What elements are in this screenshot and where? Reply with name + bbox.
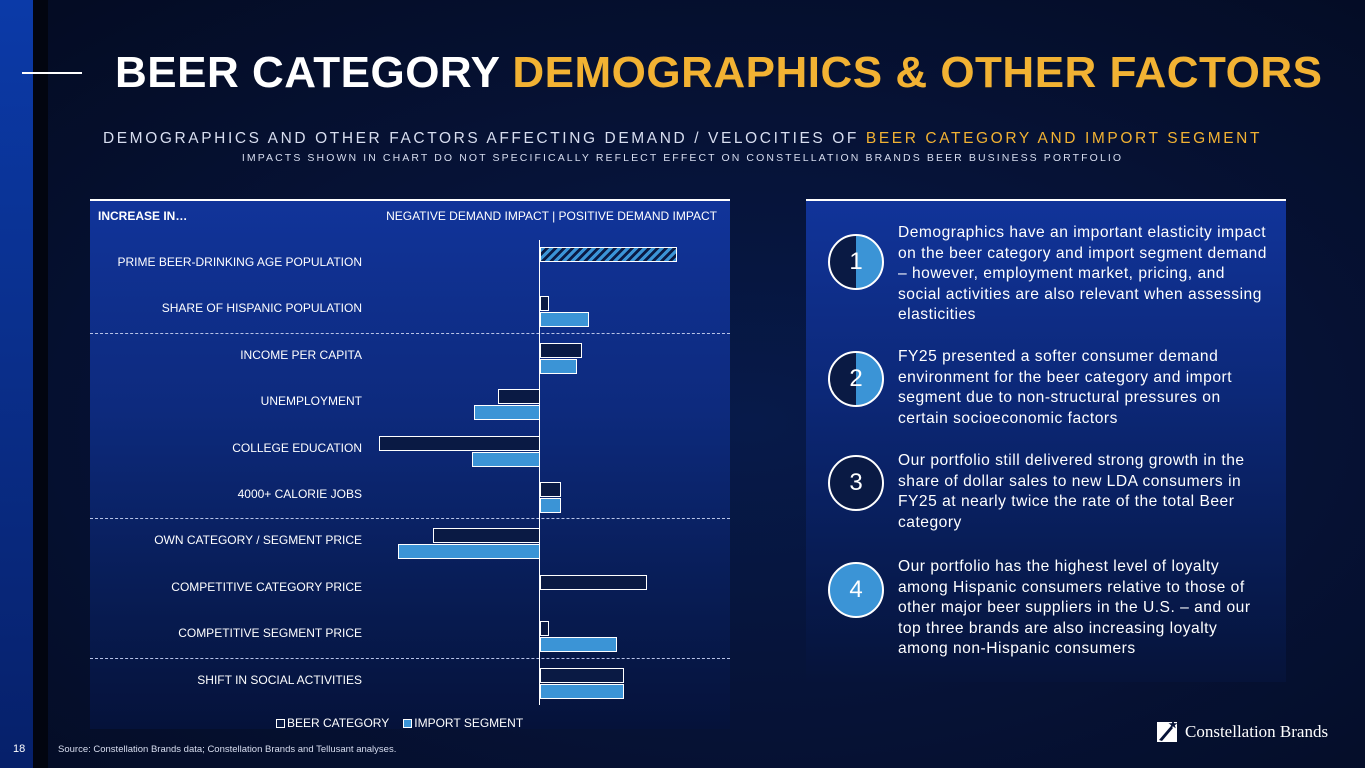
import-segment-bar bbox=[540, 312, 589, 328]
left-dark-strip bbox=[33, 0, 48, 768]
subtitle-secondary: IMPACTS SHOWN IN CHART DO NOT SPECIFICAL… bbox=[241, 152, 1124, 164]
point-number-badge: 4 bbox=[828, 562, 884, 618]
import-segment-bar bbox=[540, 683, 624, 699]
subtitle: DEMOGRAPHICS AND OTHER FACTORS AFFECTING… bbox=[0, 130, 1365, 148]
import-segment-bar bbox=[473, 405, 540, 421]
point-number-badge: 2 bbox=[828, 351, 884, 407]
legend-item-import: IMPORT SEGMENT bbox=[403, 716, 523, 730]
zero-axis-line bbox=[539, 240, 540, 705]
title-gold: DEMOGRAPHICS & OTHER FACTORS bbox=[512, 48, 1323, 97]
star-logo-icon bbox=[1157, 720, 1178, 742]
chart-header-right: NEGATIVE DEMAND IMPACT | POSITIVE DEMAND… bbox=[386, 209, 717, 223]
source-note: Source: Constellation Brands data; Const… bbox=[58, 744, 397, 755]
category-label: COMPETITIVE CATEGORY PRICE bbox=[171, 579, 362, 594]
category-label: COLLEGE EDUCATION bbox=[232, 440, 362, 455]
legend-swatch-beer bbox=[276, 719, 285, 728]
chart-legend: BEER CATEGORY IMPORT SEGMENT bbox=[276, 716, 523, 730]
legend-label-beer: BEER CATEGORY bbox=[287, 716, 390, 730]
category-label: OWN CATEGORY / SEGMENT PRICE bbox=[154, 533, 362, 548]
left-accent-strip bbox=[0, 0, 33, 768]
panel-top-rule bbox=[806, 199, 1286, 201]
group-divider bbox=[90, 518, 730, 520]
subtitle-main: DEMOGRAPHICS AND OTHER FACTORS AFFECTING… bbox=[102, 130, 859, 147]
point-text: Our portfolio still delivered strong gro… bbox=[898, 452, 1245, 531]
category-label: PRIME BEER-DRINKING AGE POPULATION bbox=[117, 255, 363, 269]
combined-bar bbox=[540, 247, 677, 262]
beer-category-bar bbox=[540, 296, 549, 312]
logo-text: Constellation Brands bbox=[1185, 722, 1329, 741]
page-title: BEER CATEGORY DEMOGRAPHICS & OTHER FACTO… bbox=[115, 48, 1322, 98]
constellation-brands-logo: Constellation Brands bbox=[1157, 720, 1328, 744]
chart-header-left: INCREASE IN… bbox=[98, 209, 188, 223]
group-divider bbox=[90, 332, 730, 334]
beer-category-bar bbox=[540, 667, 624, 683]
key-points-panel: 1 Demographics have an important elastic… bbox=[806, 199, 1286, 682]
beer-category-bar bbox=[540, 621, 549, 637]
import-segment-bar bbox=[540, 637, 617, 653]
import-segment-bar bbox=[398, 544, 540, 560]
category-label: UNEMPLOYMENT bbox=[260, 394, 362, 409]
group-divider bbox=[90, 657, 730, 659]
point-text: FY25 presented a softer consumer demand … bbox=[898, 348, 1233, 427]
chart-top-rule bbox=[90, 199, 730, 201]
chart-background bbox=[90, 199, 730, 729]
category-label: SHARE OF HISPANIC POPULATION bbox=[161, 301, 362, 316]
beer-category-bar bbox=[540, 342, 582, 358]
legend-swatch-import bbox=[403, 719, 413, 728]
legend-label-import: IMPORT SEGMENT bbox=[414, 716, 524, 730]
point-text: Our portfolio has the highest level of l… bbox=[898, 558, 1251, 657]
beer-category-bar bbox=[379, 435, 540, 451]
beer-category-bar bbox=[540, 482, 561, 497]
import-segment-bar bbox=[540, 358, 577, 374]
point-number-badge: 1 bbox=[828, 234, 884, 290]
import-segment-bar bbox=[471, 451, 540, 467]
import-segment-bar bbox=[540, 498, 561, 513]
category-label: SHIFT IN SOCIAL ACTIVITIES bbox=[197, 672, 362, 687]
point-number-badge: 3 bbox=[828, 455, 884, 511]
page-number: 18 bbox=[13, 743, 26, 755]
legend-item-beer: BEER CATEGORY bbox=[276, 716, 389, 730]
category-label: COMPETITIVE SEGMENT PRICE bbox=[178, 626, 362, 641]
beer-category-bar bbox=[540, 574, 647, 590]
title-rule bbox=[22, 72, 82, 74]
category-label: 4000+ CALORIE JOBS bbox=[237, 487, 362, 501]
subtitle-highlight: BEER CATEGORY AND IMPORT SEGMENT bbox=[865, 130, 1263, 147]
category-label: INCOME PER CAPITA bbox=[240, 347, 362, 362]
beer-category-bar bbox=[498, 389, 540, 405]
demand-impact-chart: INCREASE IN… NEGATIVE DEMAND IMPACT | PO… bbox=[90, 199, 730, 739]
point-text: Demographics have an important elasticit… bbox=[898, 224, 1267, 323]
beer-category-bar bbox=[433, 528, 540, 544]
title-white: BEER CATEGORY bbox=[115, 48, 500, 97]
